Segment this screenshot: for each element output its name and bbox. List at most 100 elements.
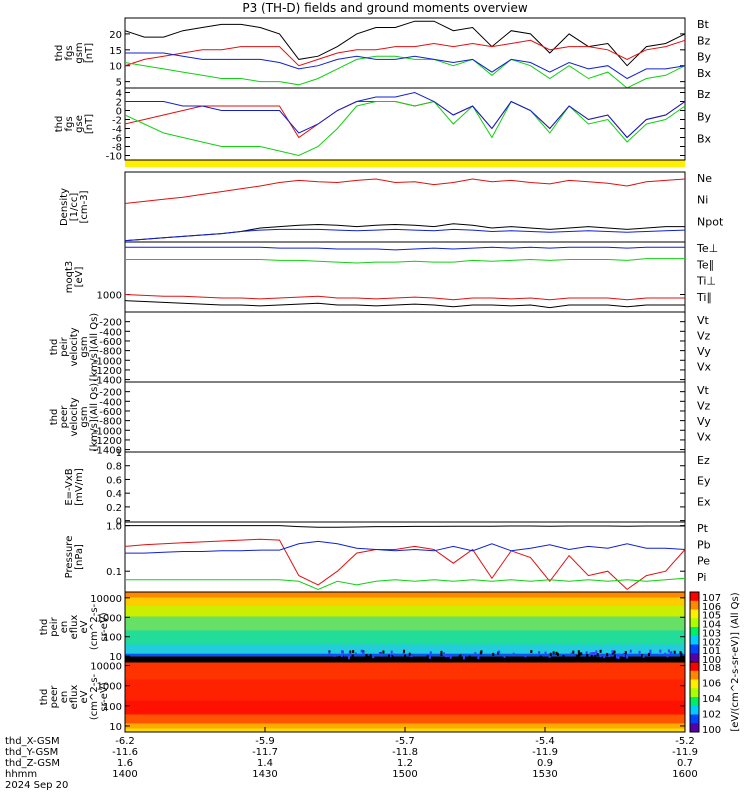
- series-Ne: [125, 179, 685, 204]
- spectro-speck: [611, 650, 613, 653]
- spectro-speck: [430, 651, 432, 654]
- colorbar-swatch: [690, 688, 699, 697]
- spectro-speck: [348, 656, 350, 659]
- ylabel: Pressure[nPa]: [64, 536, 85, 579]
- series-Pe: [125, 578, 685, 589]
- xaxis-value: -11.7: [252, 747, 278, 758]
- colorbar-swatch: [690, 627, 699, 636]
- spectro-speck: [352, 655, 354, 658]
- ytick-label: 1000: [97, 291, 122, 302]
- ytick-label: 5: [116, 78, 122, 89]
- spectro-speck: [648, 653, 650, 656]
- spectro-speck: [503, 655, 505, 658]
- spectro-speck: [506, 656, 508, 659]
- spectro-speck: [370, 654, 372, 657]
- panel-p10: 10100100010000thdpeerenefluxeV(cm^2-s-sr…: [39, 662, 685, 733]
- spectro-band: [125, 598, 685, 606]
- colorbar-swatch: [690, 680, 699, 689]
- ytick-label: 0.1: [106, 567, 122, 578]
- ytick-label: 10000: [90, 662, 122, 673]
- spectro-speck: [524, 654, 526, 657]
- legend-By: By: [697, 110, 712, 123]
- spectro-speck: [586, 654, 588, 657]
- xaxis-value: -5.7: [395, 736, 415, 747]
- ytick-label: 1.0: [106, 522, 122, 533]
- spectro-speck: [349, 652, 351, 655]
- colorbar-swatch: [690, 645, 699, 654]
- colorbar-swatch: [690, 610, 699, 619]
- xaxis-value: 0.9: [537, 758, 553, 769]
- ylabel: thdpeervelocitygsm[km/s](All Qs): [49, 383, 100, 451]
- ytick-label: 10: [109, 722, 122, 733]
- spectro-speck: [614, 651, 616, 654]
- xaxis-row-label: thd_Y-GSM: [5, 747, 58, 758]
- series-Ni: [125, 224, 685, 241]
- spectro-band: [125, 715, 685, 724]
- spectro-speck: [463, 656, 465, 659]
- spectro-speck: [595, 650, 597, 653]
- spectro-speck: [513, 653, 515, 656]
- legend-Ti⊥: Ti⊥: [696, 275, 716, 288]
- spectro-speck: [580, 652, 582, 655]
- xaxis-value: -11.8: [392, 747, 418, 758]
- spectro-speck: [333, 654, 335, 657]
- spectro-band: [125, 631, 685, 645]
- spectro-speck: [586, 651, 588, 654]
- xaxis-row-label: thd_Z-GSM: [5, 758, 60, 769]
- colorbar-swatch: [690, 671, 699, 680]
- spectro-speck: [404, 655, 406, 658]
- ytick-label: 10: [109, 62, 122, 73]
- panel-p6: -200-400-600-800-1000-1200-1400thdpeerve…: [49, 382, 712, 457]
- ytick-label: 0.4: [106, 489, 122, 500]
- spectro-speck: [498, 651, 500, 654]
- spectro-band: [125, 592, 685, 598]
- legend-Ti∥: Ti∥: [696, 291, 712, 304]
- spectro-speck: [608, 654, 610, 657]
- spectro-speck: [553, 651, 555, 654]
- spectro-speck: [680, 653, 682, 656]
- panel-p9: 10 100 1000 10000thdpeirenefluxeV(cm^2-s-sr…: [39, 592, 685, 663]
- spectro-speck: [597, 653, 599, 656]
- spectro-band: [125, 662, 685, 680]
- spectro-speck: [593, 652, 595, 655]
- xaxis-value: -6.2: [115, 736, 135, 747]
- panel-frame: [125, 242, 685, 312]
- spectro-speck: [594, 655, 596, 658]
- ytick-label: 1: [116, 448, 122, 459]
- xaxis-row-label: hhmm: [5, 769, 37, 780]
- legend-Npot: Npot: [697, 215, 724, 228]
- spectro-speck: [550, 653, 552, 656]
- panel-stack: 5101520thdfgsgsm[nT]BtBzByBx-10-8-6-4-20…: [39, 18, 741, 736]
- spectro-speck: [367, 656, 369, 659]
- panel-frame: [125, 522, 685, 592]
- legend-Pi: Pi: [697, 571, 706, 584]
- spectro-speck: [440, 653, 442, 656]
- xaxis-value: -11.9: [532, 747, 558, 758]
- ylabel: Density[1/cc][cm-3]: [59, 188, 90, 226]
- flag-bar: [125, 160, 685, 167]
- xaxis-date: 2024 Sep 20: [5, 780, 68, 791]
- spectro-speck: [562, 655, 564, 658]
- spectro-speck: [443, 652, 445, 655]
- legend-Bt: Bt: [697, 18, 710, 31]
- xaxis-value: 1.4: [257, 758, 273, 769]
- spectro-speck: [540, 655, 542, 658]
- series-Pb: [125, 539, 685, 589]
- spectro-speck: [626, 656, 628, 659]
- figure-title: P3 (TH-D) fields and ground moments over…: [242, 1, 527, 15]
- legend-By: By: [697, 51, 712, 64]
- spectro-speck: [630, 650, 632, 653]
- ylabel: thdfgsgse[nT]: [54, 114, 95, 134]
- series-Bz: [125, 102, 685, 138]
- legend-Vx: Vx: [697, 361, 712, 374]
- series-Ti∥: [125, 259, 685, 263]
- ytick-label: 10000: [90, 594, 122, 605]
- spectro-speck: [616, 655, 618, 658]
- legend-Ey: Ey: [697, 475, 711, 488]
- spectro-speck: [668, 649, 670, 652]
- panel-frame: [125, 382, 685, 452]
- spectro-speck: [365, 654, 367, 657]
- panel-frame: [125, 88, 685, 160]
- spectro-speck: [538, 651, 540, 654]
